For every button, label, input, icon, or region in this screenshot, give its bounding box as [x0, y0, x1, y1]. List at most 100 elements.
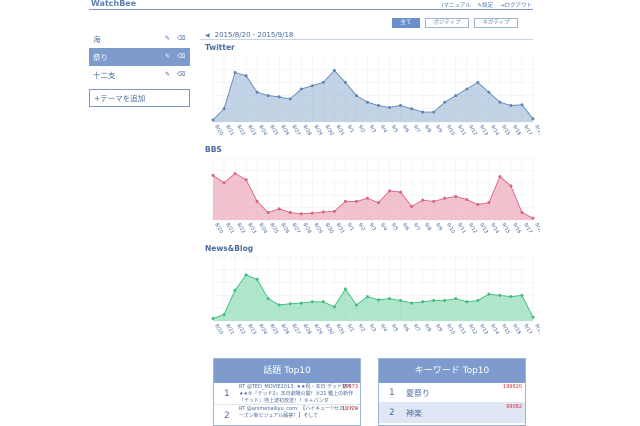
data-point[interactable]	[443, 299, 447, 303]
data-point[interactable]	[531, 315, 535, 319]
keyword-text[interactable]: 夏祭り	[406, 389, 430, 398]
data-point[interactable]	[288, 211, 292, 215]
data-point[interactable]	[410, 204, 414, 208]
data-point[interactable]	[509, 295, 513, 299]
data-point[interactable]	[332, 305, 336, 309]
data-point[interactable]	[266, 297, 270, 301]
data-point[interactable]	[244, 178, 248, 182]
add-theme-button[interactable]: +テーマを追加	[89, 89, 190, 107]
wrench-icon[interactable]: ✎	[165, 53, 171, 60]
prev-arrow-icon[interactable]: ◀	[205, 32, 210, 39]
theme-item-sea[interactable]: 海 ✎ ⌫	[89, 30, 190, 48]
wrench-icon[interactable]: ✎	[165, 35, 171, 42]
data-point[interactable]	[343, 287, 347, 291]
data-point[interactable]	[321, 80, 325, 84]
data-point[interactable]	[266, 211, 270, 215]
data-point[interactable]	[421, 300, 425, 304]
data-point[interactable]	[531, 216, 535, 220]
data-point[interactable]	[399, 299, 403, 303]
data-point[interactable]	[244, 273, 248, 277]
data-point[interactable]	[365, 100, 369, 104]
data-point[interactable]	[365, 196, 369, 200]
data-point[interactable]	[520, 293, 524, 297]
data-point[interactable]	[321, 300, 325, 304]
data-point[interactable]	[410, 301, 414, 305]
theme-item-festival[interactable]: 祭り ✎ ⌫	[89, 48, 190, 66]
data-point[interactable]	[454, 194, 458, 198]
data-point[interactable]	[487, 201, 491, 205]
data-point[interactable]	[233, 172, 237, 175]
data-point[interactable]	[233, 71, 237, 74]
topic-text[interactable]: RT @TED_MOVIE2013: ★★祝・本日 デッド祭り★★⑤『テッド2』…	[239, 384, 354, 404]
data-point[interactable]	[432, 110, 436, 114]
data-point[interactable]	[354, 94, 358, 98]
data-point[interactable]	[277, 95, 281, 99]
wrench-icon[interactable]: ✎	[165, 71, 171, 78]
data-point[interactable]	[432, 199, 436, 203]
manual-link[interactable]: ⅰマニュアル	[441, 3, 471, 9]
data-point[interactable]	[410, 107, 414, 111]
data-point[interactable]	[244, 74, 248, 78]
data-point[interactable]	[211, 118, 215, 122]
data-point[interactable]	[498, 100, 502, 104]
data-point[interactable]	[531, 117, 535, 121]
data-point[interactable]	[233, 288, 237, 292]
data-point[interactable]	[487, 292, 491, 296]
trash-icon[interactable]: ⌫	[177, 53, 186, 60]
data-point[interactable]	[388, 297, 392, 301]
data-point[interactable]	[255, 199, 259, 203]
data-point[interactable]	[310, 300, 314, 304]
data-point[interactable]	[332, 209, 336, 213]
data-point[interactable]	[520, 211, 524, 215]
data-point[interactable]	[399, 104, 403, 107]
data-point[interactable]	[421, 198, 425, 202]
data-point[interactable]	[377, 298, 381, 302]
data-point[interactable]	[299, 212, 303, 216]
keyword-row[interactable]: 1 夏祭り 199820	[379, 383, 525, 403]
data-point[interactable]	[509, 104, 513, 107]
data-point[interactable]	[211, 173, 215, 177]
data-point[interactable]	[388, 189, 392, 193]
data-point[interactable]	[476, 299, 480, 303]
data-point[interactable]	[211, 316, 215, 320]
data-point[interactable]	[277, 303, 281, 307]
data-point[interactable]	[520, 103, 524, 107]
data-point[interactable]	[388, 105, 392, 109]
topic-row[interactable]: 1 RT @TED_MOVIE2013: ★★祝・本日 デッド祭り★★⑤『テッド…	[214, 383, 360, 405]
trash-icon[interactable]: ⌫	[177, 71, 186, 78]
settings-link[interactable]: ✎設定	[477, 3, 494, 9]
topic-text[interactable]: RT @animehaikyu_com: 【ハイキュー!!セカンドシーズン新ビジ…	[239, 406, 360, 419]
trash-icon[interactable]: ⌫	[177, 35, 186, 42]
keyword-row[interactable]: 2 神楽 99082	[379, 403, 525, 423]
data-point[interactable]	[498, 175, 502, 179]
data-point[interactable]	[432, 299, 436, 303]
theme-item-zodiac[interactable]: 十二支 ✎ ⌫	[89, 66, 190, 84]
data-point[interactable]	[443, 196, 447, 200]
data-point[interactable]	[299, 87, 303, 91]
data-point[interactable]	[288, 97, 292, 101]
data-point[interactable]	[476, 203, 480, 206]
data-point[interactable]	[321, 210, 325, 214]
data-point[interactable]	[310, 84, 314, 88]
data-point[interactable]	[443, 100, 447, 104]
keyword-text[interactable]: 神楽	[406, 409, 422, 418]
logout-link[interactable]: ⇥ログアウト	[499, 3, 532, 9]
data-point[interactable]	[465, 300, 469, 304]
filter-all-button[interactable]: 全て	[392, 18, 420, 28]
data-point[interactable]	[487, 90, 491, 94]
filter-positive-button[interactable]: ポジティブ	[425, 18, 469, 28]
data-point[interactable]	[377, 104, 381, 107]
topic-row[interactable]: 2 RT @animehaikyu_com: 【ハイキュー!!セカンドシーズン新…	[214, 405, 360, 425]
data-point[interactable]	[498, 293, 502, 297]
data-point[interactable]	[421, 110, 425, 114]
data-point[interactable]	[310, 211, 314, 215]
data-point[interactable]	[365, 295, 369, 299]
data-point[interactable]	[465, 87, 469, 91]
data-point[interactable]	[377, 201, 381, 205]
data-point[interactable]	[343, 199, 347, 203]
data-point[interactable]	[222, 181, 226, 185]
data-point[interactable]	[277, 207, 281, 211]
data-point[interactable]	[354, 199, 358, 203]
data-point[interactable]	[222, 313, 226, 317]
data-point[interactable]	[454, 94, 458, 98]
